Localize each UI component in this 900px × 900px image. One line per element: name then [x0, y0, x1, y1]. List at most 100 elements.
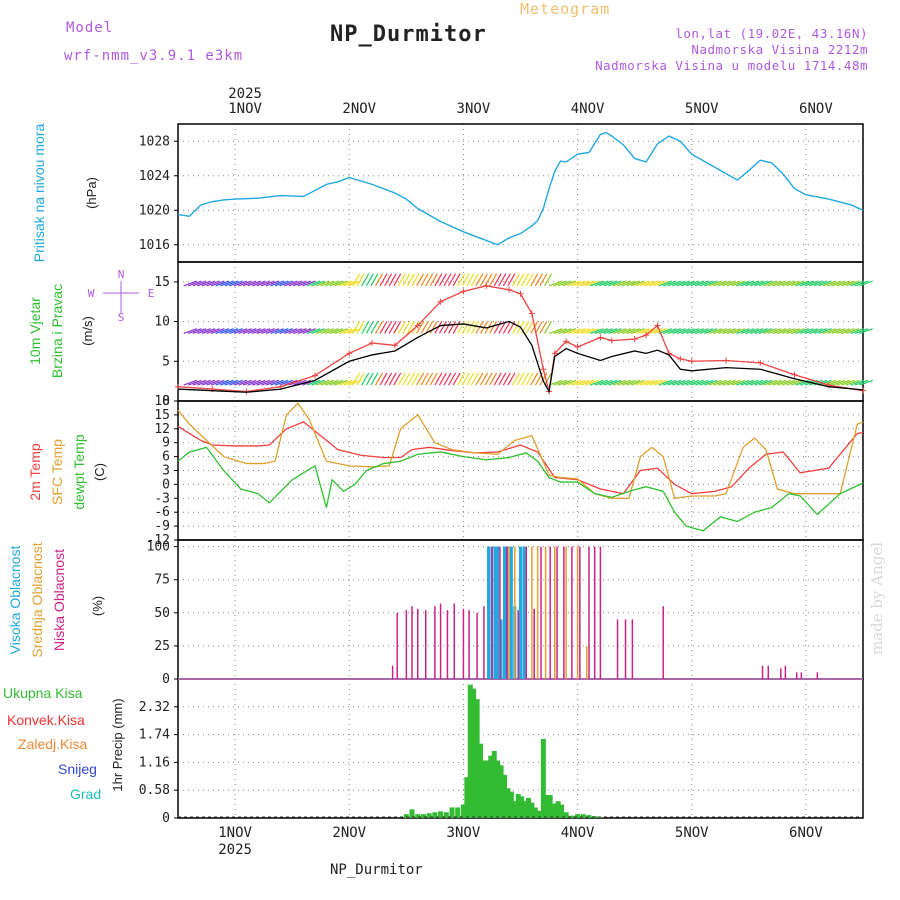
top-day-label: 4NOV — [571, 101, 605, 117]
page-title: NP_Durmitor — [330, 22, 487, 47]
wind-gust-marker — [414, 322, 421, 329]
precip-bar — [536, 810, 542, 818]
wind-barb — [740, 328, 755, 335]
top-day-label: 2NOV — [342, 101, 376, 117]
wind-barb — [224, 280, 239, 287]
wind-gust-marker — [369, 340, 376, 347]
wind-barb — [525, 321, 534, 334]
precip-bar — [438, 811, 444, 818]
wind-barb — [617, 280, 631, 287]
wind-barb — [238, 280, 252, 287]
wind-barb — [192, 328, 207, 335]
cloud-high-bar — [487, 546, 491, 679]
precip-bar — [471, 688, 477, 818]
wind-barb — [713, 280, 727, 287]
wind-barb — [548, 280, 563, 287]
wind-barb — [672, 280, 686, 287]
wind-barb — [334, 328, 348, 335]
wind-barb — [325, 280, 339, 287]
wind-barb — [270, 379, 284, 386]
wind-barb — [224, 379, 239, 386]
wind-barb — [553, 280, 567, 287]
wind-barb — [270, 280, 284, 287]
wind-barb — [416, 372, 425, 386]
wind-barb — [562, 379, 577, 386]
wind-barb — [836, 379, 851, 386]
wind-barb — [781, 280, 796, 287]
wind-barb — [229, 328, 243, 335]
wind-gust-marker — [597, 334, 604, 341]
wind-barb — [402, 273, 411, 287]
wind-barb — [206, 280, 220, 287]
wind-barb — [567, 280, 581, 287]
precip-bar — [580, 814, 586, 818]
wind-barb — [420, 321, 429, 334]
compass-e: E — [148, 287, 155, 300]
wind-barb — [325, 379, 339, 386]
wind-barb — [653, 280, 668, 287]
wind-barb — [667, 379, 682, 386]
wind-barb — [361, 321, 370, 334]
compass-s: S — [118, 311, 125, 324]
y-tick-label: 15 — [154, 275, 170, 290]
wind-barb — [215, 280, 230, 287]
wind-barb — [233, 280, 248, 287]
wind-barb — [406, 372, 415, 386]
wind-barb — [717, 328, 732, 335]
compass-n: N — [118, 268, 125, 281]
wind-barb — [736, 280, 750, 287]
wind-barb — [429, 321, 438, 334]
wind-barb — [649, 379, 663, 386]
cloud-high-bar — [522, 546, 526, 679]
wind-barb — [731, 328, 746, 335]
wind-barb — [452, 273, 461, 287]
precip-bar — [532, 807, 538, 818]
precip-bar — [443, 812, 449, 818]
wind-barb — [206, 379, 220, 386]
cloud-mid-bar — [576, 546, 579, 679]
wind-barb — [493, 273, 502, 287]
wind-gust-marker — [483, 282, 490, 289]
wind-barb — [388, 321, 397, 334]
precip-bar — [481, 760, 487, 818]
wind-barb — [420, 273, 429, 287]
wind-barb — [516, 372, 525, 386]
wind-barb — [466, 372, 475, 386]
wind-barb — [402, 321, 411, 334]
y-tick-label: 5 — [162, 354, 170, 369]
y-tick-label: 0 — [162, 811, 170, 826]
precip-bar — [409, 809, 415, 818]
wind-barb — [845, 280, 860, 287]
wind-barb — [297, 328, 312, 335]
cloud-low-bar — [631, 619, 634, 679]
cloud-low-bar — [411, 606, 413, 679]
cloud-low-bar — [517, 610, 519, 679]
wind-barb — [425, 273, 434, 287]
cloud-low-bar — [533, 608, 535, 679]
cloud-mid-bar — [565, 546, 567, 679]
pressure-unit: (hPa) — [84, 177, 99, 209]
wind-barb — [717, 280, 732, 287]
cloud-low-bar — [417, 608, 419, 679]
wind-barb — [640, 379, 654, 386]
wind-barb — [631, 379, 645, 386]
meteogram-label: Meteogram — [520, 0, 611, 18]
cloud-high-bar — [499, 619, 503, 679]
wind-barb — [252, 328, 266, 335]
wind-barb — [388, 372, 397, 386]
wind-gust-line — [177, 285, 864, 393]
wind-gust-marker — [574, 343, 581, 350]
wind-barb — [726, 280, 741, 287]
wind-barb — [293, 379, 307, 386]
wind-barb — [320, 379, 335, 386]
wind-barb — [713, 328, 727, 335]
cloud-low-bar — [396, 612, 398, 679]
wind-barb — [224, 328, 239, 335]
cloud-mid-bar — [536, 546, 539, 679]
bottom-day-label: 4NOV — [561, 825, 595, 841]
wind-barb — [402, 372, 411, 386]
wind-barb — [498, 372, 507, 386]
wind-barb — [580, 280, 595, 287]
wind-barb — [562, 280, 577, 287]
wind-barb — [279, 280, 293, 287]
